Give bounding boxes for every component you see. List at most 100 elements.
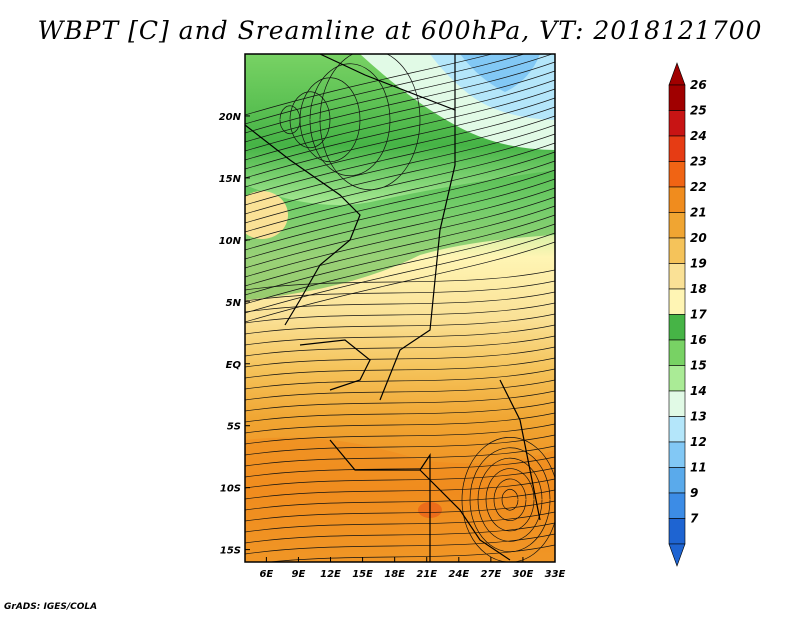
streamline (245, 88, 555, 170)
colorbar-label: 16 (690, 333, 707, 347)
colorbar-swatch (668, 212, 686, 239)
colorbar-swatch (668, 339, 686, 366)
streamline (245, 223, 555, 305)
lat-tick-label: 15N (219, 174, 242, 185)
colorbar-label: 24 (690, 129, 707, 143)
streamline (245, 522, 555, 544)
streamline (279, 105, 301, 135)
colorbar-label: 9 (690, 486, 698, 500)
streamline (289, 91, 331, 149)
lat-tick-label: 15S (220, 546, 241, 557)
colorbar-label: 22 (690, 180, 707, 194)
colorbar-swatch (668, 237, 686, 264)
lon-tick-label: 30E (513, 569, 534, 580)
streamline (245, 160, 555, 242)
streamline (245, 169, 555, 251)
lon-tick-label: 24E (448, 569, 469, 580)
lon-tick-label: 27E (480, 569, 501, 580)
credit-text: GrADS: IGES/COLA (4, 602, 98, 612)
colorbar-max-arrow (668, 62, 686, 86)
streamline (245, 54, 554, 134)
streamline (245, 280, 555, 302)
colorbar-swatch (668, 492, 686, 519)
streamline (299, 77, 361, 163)
streamline (493, 478, 527, 521)
colorbar-swatch (668, 467, 686, 494)
colorbar-min-arrow (668, 543, 686, 567)
streamline (245, 106, 555, 188)
colorbar-label: 15 (690, 359, 707, 373)
streamline (245, 357, 555, 379)
streamline (309, 63, 391, 177)
colorbar-label: 19 (690, 257, 707, 271)
streamline (245, 61, 555, 143)
streamline (245, 214, 555, 296)
streamline (245, 434, 555, 456)
streamline (245, 187, 555, 269)
colorbar-label: 20 (690, 231, 707, 245)
colorbar-label: 21 (690, 206, 707, 220)
colorbar-label: 26 (690, 78, 707, 92)
colorbar-label: 23 (690, 155, 707, 169)
streamline (477, 457, 543, 542)
streamline (245, 478, 555, 500)
map-frame (244, 53, 556, 563)
streamline (245, 232, 555, 314)
streamline (461, 437, 555, 562)
lon-tick-label: 33E (545, 569, 566, 580)
streamline (485, 468, 535, 532)
streamline (245, 467, 555, 489)
colorbar-swatch (668, 135, 686, 162)
colorbar-label: 13 (690, 410, 707, 424)
streamline (245, 70, 555, 152)
colorbar-swatch (668, 314, 686, 341)
streamline (245, 269, 555, 291)
lon-tick-label: 18E (384, 569, 405, 580)
colorbar-label: 14 (690, 384, 707, 398)
colorbar-label: 11 (690, 461, 707, 475)
country-borders (245, 54, 541, 562)
streamline (245, 368, 555, 390)
lon-tick-label: 9E (292, 569, 306, 580)
streamline (245, 324, 555, 346)
streamline (245, 178, 555, 260)
streamline (501, 489, 519, 511)
colorbar-swatch (668, 416, 686, 443)
streamline (245, 124, 555, 206)
streamline (245, 151, 555, 233)
streamline (245, 133, 555, 215)
streamline-layer (245, 54, 555, 562)
lat-tick-label: 20N (219, 112, 242, 123)
page-title: WBPT [C] and Sreamline at 600hPa, VT: 20… (37, 16, 763, 45)
streamline (245, 346, 555, 368)
colorbar-swatch (668, 441, 686, 468)
colorbar-swatch (668, 518, 686, 545)
streamline (245, 412, 555, 434)
latitude-axis: 20N 15N 10N 5N EQ 5S 10S 15S (219, 112, 250, 557)
streamline (319, 54, 421, 191)
colorbar-swatch (668, 161, 686, 188)
streamline (245, 205, 555, 287)
streamline (245, 390, 555, 412)
streamline (245, 115, 555, 197)
streamline (245, 401, 555, 423)
lat-tick-label: 5N (226, 298, 242, 309)
colorbar-label: 7 (690, 512, 699, 526)
longitude-axis: 6E 9E 12E 15E 18E 21E 24E 27E 30E 33E (259, 557, 566, 580)
lat-tick-label: EQ (226, 360, 242, 371)
streamline (245, 302, 555, 324)
colorbar-label: 17 (690, 308, 707, 322)
streamline (245, 142, 555, 224)
colorbar-label: 12 (690, 435, 707, 449)
lat-tick-label: 10N (219, 236, 242, 247)
colorbar-swatch (668, 288, 686, 315)
colorbar-swatch (668, 110, 686, 137)
colorbar-swatch (668, 263, 686, 290)
streamline (245, 445, 555, 467)
colorbar-swatch (668, 390, 686, 417)
streamline (245, 500, 555, 522)
streamline (245, 456, 555, 478)
colorbar-swatch (668, 84, 686, 111)
